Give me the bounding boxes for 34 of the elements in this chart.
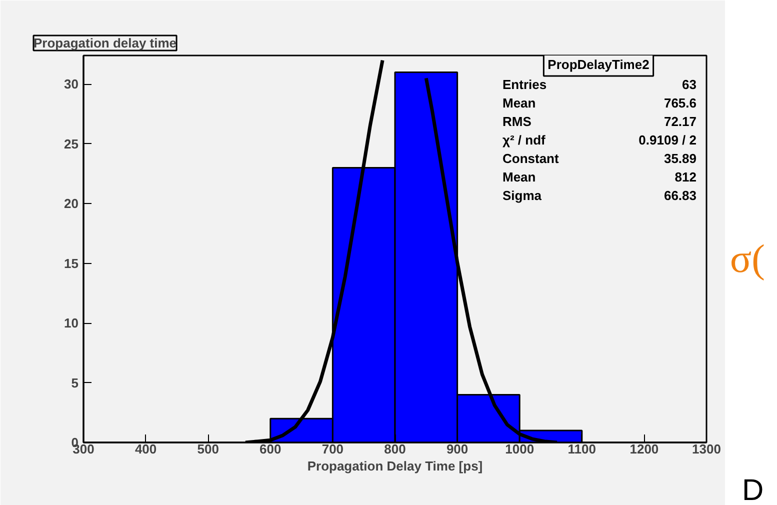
annotation: 63: [682, 77, 697, 92]
x-tick-label: 400: [134, 442, 157, 456]
annotation: RMS: [502, 114, 532, 129]
x-tick-label: 600: [260, 442, 282, 456]
text: σ(: [730, 235, 765, 283]
x-tick-label: 1000: [505, 442, 534, 456]
annotation: 72.17: [664, 114, 697, 129]
annotation: χ² / ndf: [502, 132, 546, 148]
y-tick-label: 30: [64, 76, 79, 92]
x-tick-label: 1200: [630, 442, 659, 456]
annotation: Entries: [502, 77, 547, 92]
annotation: PropDelayTime2: [548, 57, 650, 72]
annotation: Mean: [502, 170, 536, 184]
annotation: 66.83: [664, 188, 697, 203]
x-tick-label: 800: [384, 442, 406, 456]
x-tick-label: 1300: [692, 442, 721, 456]
annotation: Constant: [502, 151, 560, 166]
x-tick-label: 700: [322, 442, 344, 456]
annotation: 35.89: [664, 151, 697, 166]
annotation: Mean: [502, 96, 536, 110]
text: D: [742, 473, 764, 505]
y-tick-label: 10: [64, 316, 79, 331]
x-tick-label: 500: [197, 442, 219, 456]
annotation: 812: [674, 170, 697, 184]
y-tick-label: 15: [64, 256, 79, 271]
annotation: 765.6: [664, 96, 697, 110]
y-tick-label: 25: [64, 136, 79, 152]
x-tick-label: 1100: [568, 442, 596, 456]
annotation: Sigma: [502, 188, 542, 203]
y-tick-label: 5: [71, 375, 79, 390]
annotation: 0.9109 / 2: [638, 132, 696, 148]
y-tick-label: 20: [64, 196, 79, 212]
x-tick-label: 900: [446, 442, 468, 456]
x-axis-title: Propagation Delay Time [ps]: [307, 458, 483, 474]
